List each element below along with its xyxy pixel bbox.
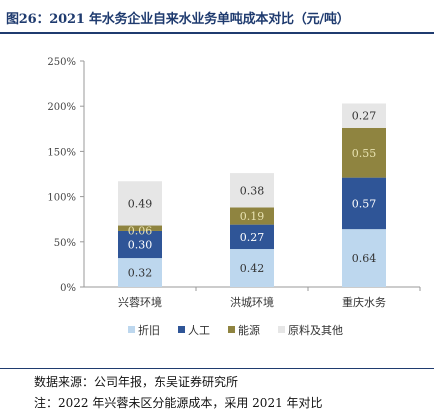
note-text: 注：2022 年兴蓉未区分能源成本，采用 2021 年对比 xyxy=(34,396,323,410)
data-label: 0.30 xyxy=(128,239,153,252)
bar-segment xyxy=(230,249,274,287)
bar-segment xyxy=(342,177,386,230)
data-label: 0.64 xyxy=(352,252,377,265)
data-label: 0.32 xyxy=(128,267,153,280)
bar-segment xyxy=(342,103,386,128)
bar-segment xyxy=(342,127,386,178)
data-label: 0.55 xyxy=(352,147,377,160)
y-tick-label: 50% xyxy=(54,238,76,249)
data-label: 0.27 xyxy=(240,231,265,244)
bar-segment xyxy=(230,224,274,250)
y-tick-label: 0% xyxy=(60,283,76,294)
legend-label: 人工 xyxy=(188,324,210,337)
data-label: 0.49 xyxy=(128,197,153,210)
data-label: 0.38 xyxy=(240,184,265,197)
x-tick-label: 洪城环境 xyxy=(230,295,274,309)
title-rule xyxy=(0,32,434,34)
y-tick-label: 250% xyxy=(47,57,76,68)
figure-title: 图26：2021 年水务企业自来水业务单吨成本对比（元/吨） xyxy=(6,12,350,27)
bar-segment xyxy=(230,173,274,208)
x-tick-label: 重庆水务 xyxy=(342,295,386,309)
legend-swatch xyxy=(128,326,135,333)
y-tick-label: 200% xyxy=(47,102,76,113)
stacked-bar-chart: 0% 50% 100% 150% 200% 250% 0.32 0.300.06 0.49 兴蓉环… xyxy=(47,57,421,337)
bar-segment xyxy=(118,225,162,231)
bar-segment xyxy=(342,229,386,287)
x-tick-label: 兴蓉环境 xyxy=(118,295,162,309)
y-tick-label: 150% xyxy=(47,147,76,158)
bar-segment xyxy=(118,258,162,287)
y-tick-label: 100% xyxy=(47,193,76,204)
legend-label: 能源 xyxy=(238,323,260,337)
bottom-rule xyxy=(0,368,434,369)
data-label: 0.27 xyxy=(352,110,377,123)
bar-segment xyxy=(118,230,162,259)
data-label: 0.06 xyxy=(128,225,153,238)
legend-label: 折旧 xyxy=(138,323,160,337)
source-text: 数据来源：公司年报，东吴证券研究所 xyxy=(34,375,239,389)
bar-segment xyxy=(230,207,274,225)
data-label: 0.19 xyxy=(240,210,265,223)
legend-swatch xyxy=(228,326,235,333)
legend-swatch xyxy=(278,326,285,333)
legend-swatch xyxy=(178,326,185,333)
legend-label: 原料及其他 xyxy=(288,323,343,337)
data-label: 0.57 xyxy=(352,197,377,210)
data-label: 0.42 xyxy=(240,262,265,275)
bar-segment xyxy=(118,181,162,226)
